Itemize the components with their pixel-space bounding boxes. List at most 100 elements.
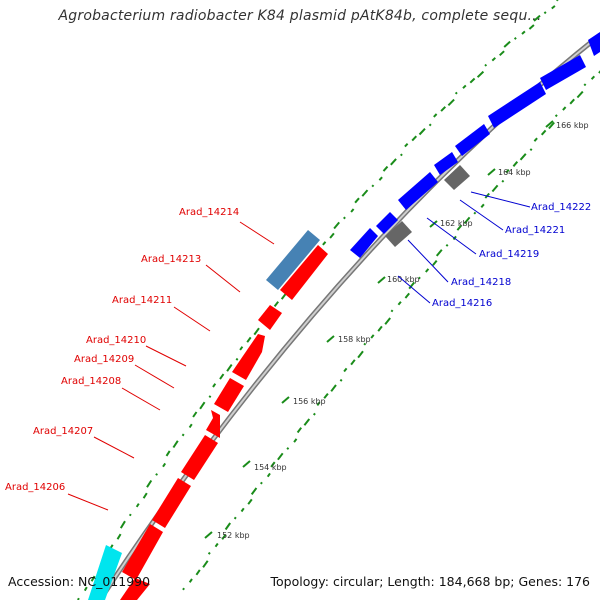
- gc-dot: [155, 473, 158, 476]
- gc-dot: [519, 153, 527, 161]
- gene-label[interactable]: Arad_14210: [86, 335, 146, 346]
- gc-dot: [329, 232, 335, 239]
- gene-arrow[interactable]: [398, 172, 438, 210]
- gene-label[interactable]: Arad_14222: [531, 202, 591, 213]
- gc-dot: [569, 98, 575, 105]
- gc-dot: [433, 113, 438, 118]
- gene-label[interactable]: Arad_14211: [112, 295, 172, 306]
- gene-label[interactable]: Arad_14214: [179, 207, 239, 218]
- gene-label[interactable]: Arad_14208: [61, 376, 121, 387]
- gc-dot: [533, 14, 541, 22]
- gene-arrow[interactable]: [258, 305, 282, 330]
- gc-dot: [316, 401, 321, 406]
- gene-label[interactable]: Arad_14221: [505, 225, 565, 236]
- accession-text: Accession: NC_011990: [8, 574, 151, 589]
- scale-label: 156 kbp: [293, 397, 326, 406]
- gc-dot: [473, 211, 477, 215]
- scale-label: 160 kbp: [387, 275, 420, 284]
- gene-label[interactable]: Arad_14218: [451, 277, 511, 288]
- topology-summary: Topology: circular; Length: 184,668 bp; …: [270, 574, 591, 589]
- feature-cyan[interactable]: [88, 545, 122, 600]
- gc-dot: [576, 90, 584, 99]
- gc-dot: [135, 503, 140, 508]
- gene-arrow[interactable]: [214, 378, 244, 412]
- gc-dot: [266, 472, 271, 478]
- gene-label[interactable]: Arad_14213: [141, 254, 201, 265]
- gc-dot: [528, 24, 535, 30]
- gene-arrow[interactable]: [280, 245, 328, 300]
- gc-dot: [343, 216, 346, 220]
- gc-dot: [128, 513, 132, 517]
- gene-arrow[interactable]: [232, 334, 265, 380]
- gc-dot: [247, 498, 253, 505]
- gene-label[interactable]: Arad_14209: [74, 354, 134, 365]
- feature-steelblue[interactable]: [266, 230, 320, 290]
- gc-dot: [440, 106, 447, 112]
- gene-label[interactable]: Arad_14219: [479, 249, 539, 260]
- gc-dot: [208, 395, 212, 398]
- gene-arrow[interactable]: [434, 152, 458, 175]
- gc-inner-dots: [182, 70, 600, 591]
- gc-dot: [350, 359, 356, 366]
- gene-arrow[interactable]: [120, 578, 150, 600]
- left-leader-lines: [67, 221, 275, 511]
- gene-arrow-small[interactable]: [206, 410, 220, 438]
- gc-dot: [330, 384, 337, 392]
- gc-dot: [277, 452, 284, 461]
- gc-dot: [432, 259, 438, 266]
- gc-dot: [397, 301, 402, 306]
- gc-dot: [425, 268, 430, 273]
- gc-dot: [445, 243, 449, 247]
- gc-dot: [447, 98, 455, 107]
- gc-dot: [224, 522, 232, 531]
- gc-dot: [551, 5, 556, 10]
- feature-gray[interactable]: [444, 165, 470, 190]
- scale-label: 166 kbp: [556, 121, 589, 130]
- gc-dot: [207, 551, 211, 555]
- gene-label[interactable]: Arad_14216: [432, 298, 492, 309]
- gc-dot: [404, 292, 410, 299]
- gc-dot: [354, 197, 360, 204]
- gene-arrow[interactable]: [588, 32, 600, 56]
- gc-dot: [382, 165, 389, 172]
- backbone-ring: [97, 33, 600, 600]
- map-title: Agrobacterium radiobacter K84 plasmid pA…: [58, 8, 542, 24]
- gc-dot: [503, 40, 511, 48]
- gc-dot: [533, 137, 538, 142]
- gc-dot: [195, 569, 201, 576]
- gene-label[interactable]: Arad_14207: [33, 426, 93, 437]
- gc-dot: [513, 37, 517, 40]
- gc-dot: [418, 276, 421, 280]
- gene-label[interactable]: Arad_14206: [5, 482, 65, 493]
- gene-arrow[interactable]: [376, 212, 398, 234]
- gc-dot: [212, 383, 217, 388]
- gc-dot: [548, 121, 555, 130]
- gc-dot: [172, 440, 179, 449]
- gene-arrow[interactable]: [152, 478, 191, 528]
- gene-arrow[interactable]: [350, 228, 378, 258]
- gc-dot: [543, 11, 547, 15]
- gene-arrow[interactable]: [488, 82, 546, 128]
- gc-dot: [119, 520, 126, 529]
- gc-dot: [90, 575, 96, 582]
- gc-dot: [554, 114, 558, 118]
- gc-dot: [456, 224, 462, 231]
- gc-dot: [202, 560, 209, 568]
- gc-dot: [357, 350, 364, 359]
- gc-dot: [370, 334, 375, 339]
- feature-gray[interactable]: [385, 221, 412, 247]
- gene-arrow[interactable]: [540, 55, 586, 90]
- gc-dot: [273, 301, 279, 308]
- gc-dot: [226, 364, 233, 372]
- gene-arrow[interactable]: [122, 524, 163, 580]
- gc-dot: [219, 373, 225, 380]
- gene-arrow[interactable]: [181, 435, 218, 480]
- gc-dot: [361, 189, 369, 197]
- gene-arrow[interactable]: [455, 124, 490, 156]
- gc-dot: [512, 161, 519, 167]
- gc-dot: [142, 492, 148, 499]
- gc-dot: [235, 357, 239, 361]
- gc-dot: [188, 423, 193, 429]
